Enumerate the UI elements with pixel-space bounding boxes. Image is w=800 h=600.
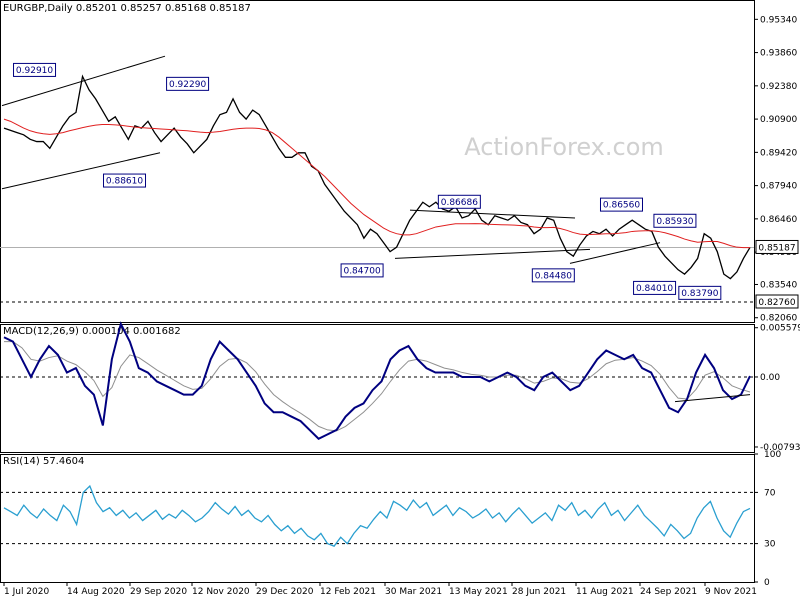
channel-lower-trendline [1,152,161,190]
support-level-label: 0.82760 [758,298,795,308]
range-upper-trendline [409,209,576,219]
price-y-tick-label: 0.89420 [760,148,797,158]
ohlc-values: 0.85201 0.85257 0.85168 0.85187 [75,3,251,14]
x-tick-label: 1 Jul 2020 [4,587,49,597]
x-tick-label: 9 Nov 2021 [705,587,757,597]
macd-pane-frame [0,324,755,453]
rsi-y-tick-label: 100 [764,450,781,460]
rsi-y-tick-label: 70 [764,488,776,498]
price-y-tick-label: 0.93860 [760,49,797,59]
annotation-box [437,194,481,209]
annotation-label: 0.84700 [343,266,380,276]
annotation-label: 0.86560 [603,201,640,211]
annotation-label: 0.84480 [535,271,572,281]
range-lower-trendline [394,248,591,259]
current-price-label: 0.85187 [758,243,795,253]
channel-upper-trendline [1,55,166,107]
annotation-label: 0.92290 [169,80,206,90]
annotation-box [599,197,643,212]
price-y-tick-label: 0.95340 [760,15,797,25]
annotation-label: 0.92910 [16,66,53,76]
annotation-box [13,62,57,77]
annotation-label: 0.83790 [681,289,718,299]
x-tick-label: 28 Jun 2021 [512,587,566,597]
x-tick-label: 24 Sep 2021 [640,587,697,597]
x-tick-label: 14 Aug 2020 [67,587,125,597]
annotation-box [633,280,677,295]
macd-pane-title: MACD(12,26,9) 0.000104 0.001682 [3,326,181,337]
watermark-text: ActionForex.com [464,133,664,161]
x-tick-label: 13 May 2021 [449,587,508,597]
rsi-pane-frame [0,454,755,583]
price-y-tick-label: 0.87940 [760,182,797,192]
price-y-tick-label: 0.82060 [760,314,797,324]
macd-y-tick-label: 0.00 [760,373,780,383]
macd-divergence-trendline [674,394,751,403]
support-level-box [755,294,799,309]
x-tick-label: 12 Nov 2020 [192,587,250,597]
annotation-box [678,285,722,300]
symbol-timeframe: EURGBP,Daily [3,3,73,14]
annotation-box [653,213,697,228]
macd-main-line [3,321,751,440]
annotation-box [103,173,147,188]
price-y-tick-label: 0.86460 [760,215,797,225]
x-tick-label: 11 Aug 2021 [576,587,634,597]
annotation-label: 0.85930 [656,217,693,227]
price-pane-title: EURGBP,Daily 0.85201 0.85257 0.85168 0.8… [3,3,251,14]
rsi-line [3,484,751,547]
annotation-box [531,268,575,283]
x-tick-label: 29 Sep 2020 [130,587,187,597]
moving-average-line [3,118,750,249]
x-tick-label: 12 Feb 2021 [320,587,376,597]
rising-trendline [569,242,661,264]
x-tick-label: 30 Mar 2021 [385,587,442,597]
macd-y-tick-label: 0.005579 [760,324,800,334]
price-pane-frame [0,0,755,323]
annotation-box [166,76,210,91]
annotation-label: 0.84010 [636,284,673,294]
price-y-tick-label: 0.90900 [760,115,797,125]
rsi-y-tick-label: 30 [764,540,776,550]
price-y-tick-label: 0.92380 [760,82,797,92]
price-series-line [3,74,751,280]
price-y-tick-label: 0.83540 [760,280,797,290]
annotation-label: 0.88610 [106,177,143,187]
rsi-pane-title: RSI(14) 57.4604 [3,456,85,467]
x-tick-label: 29 Dec 2020 [256,587,314,597]
current-price-box [755,239,799,254]
rsi-y-tick-label: 0 [764,578,770,588]
annotation-label: 0.86686 [441,198,478,208]
annotation-box [340,263,384,278]
